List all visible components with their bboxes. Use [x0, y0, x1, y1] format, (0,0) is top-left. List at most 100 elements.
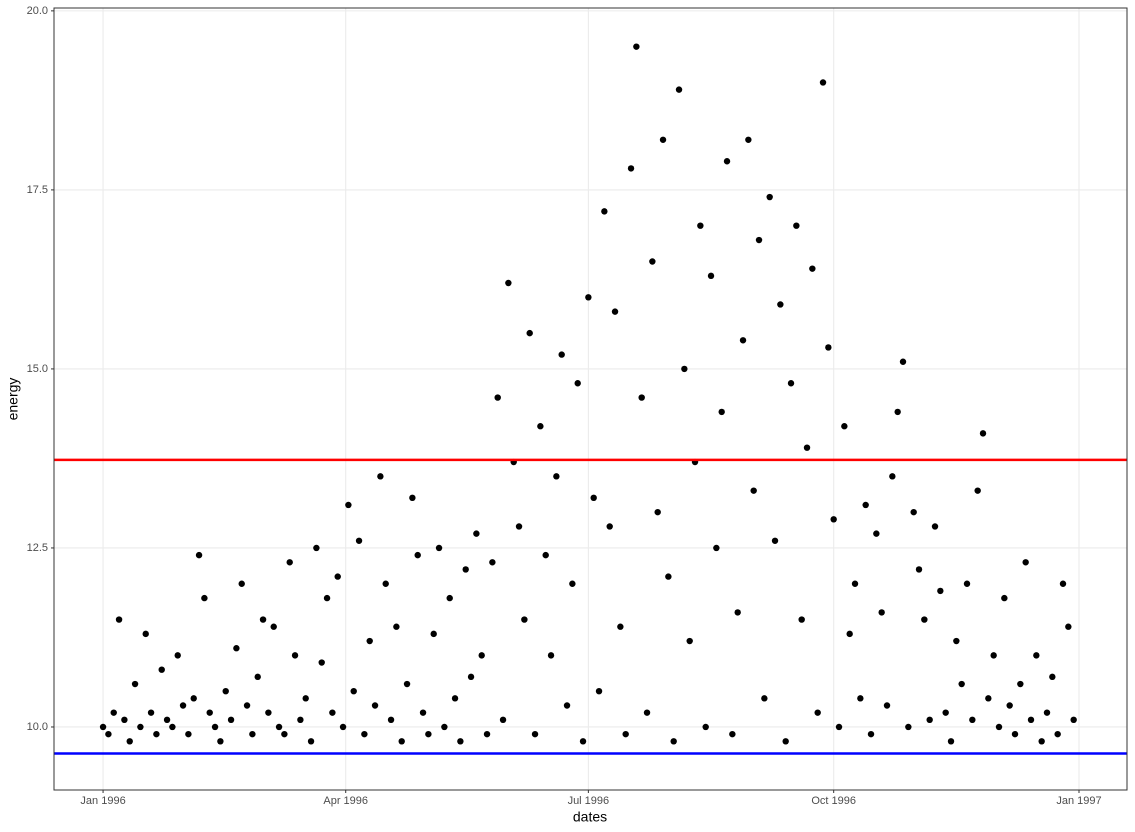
point: [222, 687, 229, 695]
point: [899, 358, 907, 365]
point: [169, 723, 176, 731]
y-tick-label: 10.0: [27, 721, 48, 733]
point: [595, 687, 603, 695]
point: [547, 652, 555, 659]
point: [1054, 730, 1061, 738]
x-axis-title: dates: [573, 809, 607, 825]
point: [835, 723, 843, 731]
point: [110, 709, 117, 716]
point: [958, 680, 965, 688]
point: [659, 136, 667, 143]
point: [553, 473, 560, 480]
point: [243, 702, 251, 709]
point: [366, 637, 373, 645]
point: [275, 723, 283, 731]
point: [297, 716, 304, 724]
point: [142, 630, 149, 638]
point: [115, 616, 123, 623]
point: [211, 723, 219, 731]
point: [558, 351, 565, 358]
x-tick-label: Oct 1996: [811, 795, 856, 807]
point: [654, 508, 661, 516]
point: [1049, 673, 1056, 681]
point: [217, 738, 224, 745]
point: [462, 566, 469, 573]
point: [318, 659, 325, 666]
point: [627, 165, 635, 172]
point: [446, 594, 453, 602]
point: [809, 265, 816, 272]
point: [163, 716, 171, 724]
point: [974, 487, 981, 494]
point: [451, 695, 459, 702]
y-tick-label: 20.0: [27, 5, 48, 17]
point: [862, 501, 869, 509]
point: [718, 408, 725, 416]
point: [793, 222, 800, 229]
point: [979, 430, 987, 437]
point: [937, 587, 944, 595]
x-tick-label: Jul 1996: [568, 795, 610, 807]
point: [254, 673, 261, 681]
y-axis-title: energy: [5, 378, 21, 421]
x-tick-label: Jan 1996: [80, 795, 125, 807]
point: [995, 723, 1003, 731]
point: [670, 738, 677, 745]
point: [323, 594, 331, 602]
point: [121, 716, 128, 724]
point: [947, 738, 955, 745]
point: [409, 494, 416, 502]
point: [489, 559, 496, 566]
point: [1065, 623, 1072, 630]
point: [131, 680, 139, 688]
point: [227, 716, 235, 724]
point: [665, 573, 672, 580]
point: [233, 645, 240, 652]
point: [419, 709, 427, 716]
point: [617, 623, 624, 630]
point: [153, 730, 160, 738]
point: [931, 523, 939, 530]
point: [185, 730, 192, 738]
point: [729, 730, 736, 738]
point: [990, 652, 997, 659]
point: [334, 573, 341, 580]
point: [1059, 580, 1067, 587]
point: [398, 738, 405, 745]
x-tick-label: Apr 1996: [323, 795, 368, 807]
point: [755, 236, 763, 244]
point: [814, 709, 821, 716]
point: [382, 580, 389, 587]
point: [105, 730, 112, 738]
point: [478, 652, 485, 659]
point: [825, 344, 832, 351]
point: [569, 580, 576, 587]
point: [206, 709, 213, 716]
point: [1017, 680, 1024, 688]
point: [281, 730, 288, 738]
point: [697, 222, 704, 229]
point: [857, 695, 864, 702]
point: [158, 666, 165, 673]
point: [355, 537, 363, 544]
point: [393, 623, 400, 630]
point: [137, 723, 144, 731]
point: [483, 730, 491, 738]
point: [905, 723, 912, 731]
point: [467, 673, 475, 681]
point: [702, 723, 709, 731]
point: [633, 43, 640, 50]
point: [494, 394, 501, 401]
point: [537, 423, 544, 430]
point: [371, 702, 379, 709]
y-tick-label: 12.5: [27, 542, 48, 554]
point: [745, 136, 752, 143]
point: [99, 723, 107, 731]
point: [761, 695, 768, 702]
point: [771, 537, 779, 544]
point: [985, 695, 992, 702]
point: [590, 494, 597, 502]
point: [681, 365, 688, 373]
point: [1001, 594, 1008, 602]
